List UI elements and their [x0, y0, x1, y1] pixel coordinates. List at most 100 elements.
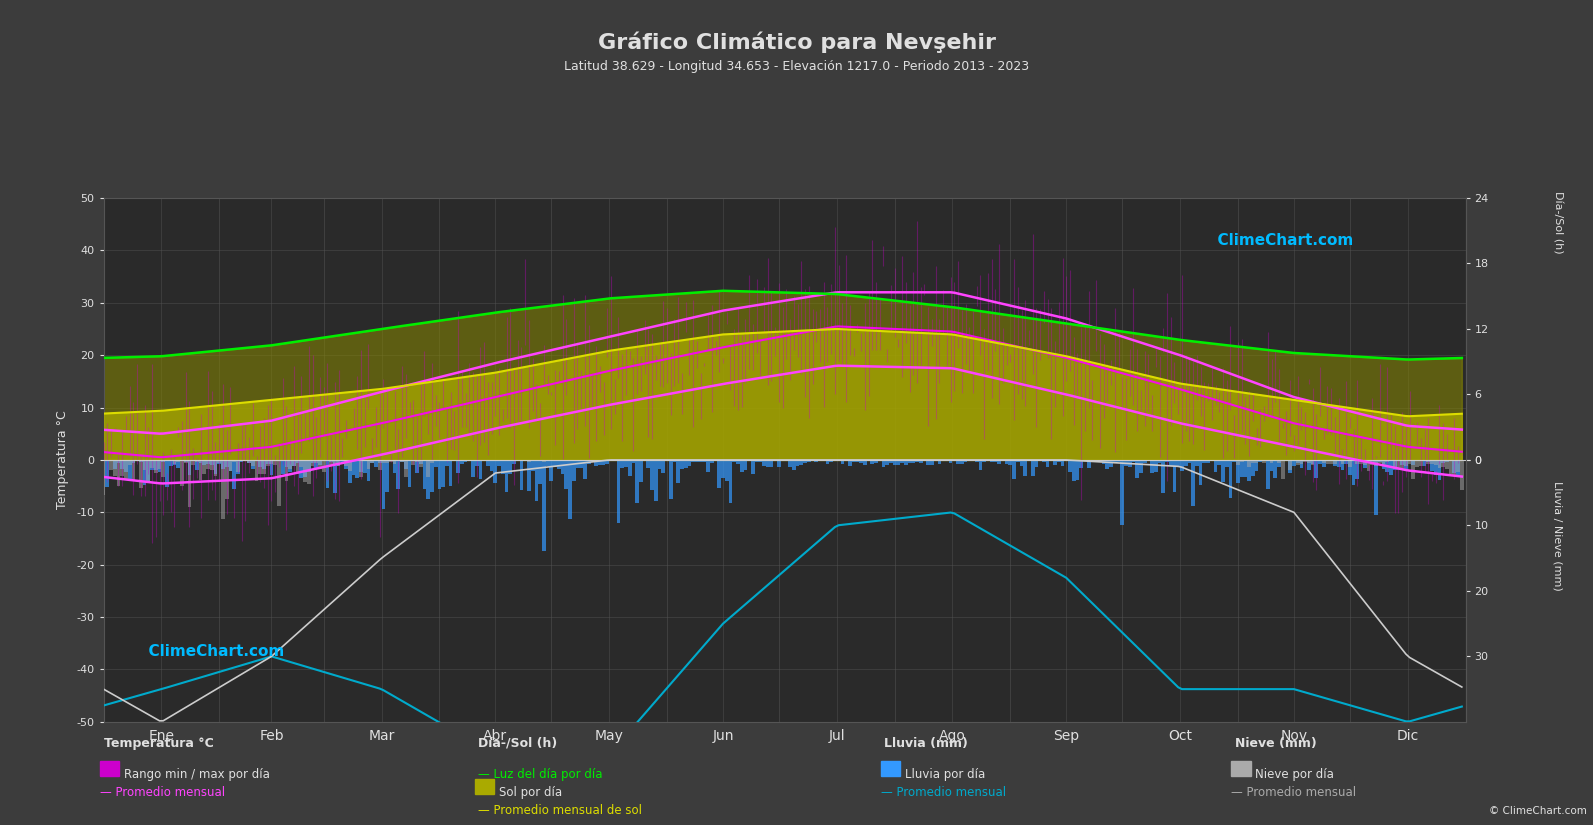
Bar	[699, 460, 703, 462]
Bar	[155, 460, 158, 473]
Bar	[1445, 460, 1448, 462]
Bar	[205, 460, 210, 464]
Bar	[1072, 460, 1075, 481]
Bar	[1239, 460, 1244, 462]
Bar	[620, 460, 624, 468]
Bar	[1341, 460, 1344, 464]
Bar	[236, 460, 239, 474]
Bar	[266, 460, 269, 464]
Bar	[121, 460, 124, 469]
Bar	[972, 460, 975, 461]
Bar	[1306, 460, 1311, 470]
Bar	[1150, 460, 1153, 473]
Bar	[1225, 460, 1228, 467]
Bar	[819, 460, 822, 461]
Bar	[150, 460, 155, 470]
Bar	[553, 460, 558, 467]
Bar	[602, 460, 605, 465]
Bar	[636, 460, 639, 502]
Bar	[997, 460, 1000, 464]
Bar	[225, 460, 228, 467]
Bar	[792, 460, 796, 469]
Bar	[1386, 460, 1389, 462]
Bar	[875, 460, 878, 463]
Bar	[1408, 460, 1411, 461]
Bar	[1456, 460, 1459, 472]
Bar	[228, 460, 233, 471]
Bar	[1411, 460, 1415, 465]
Bar	[1437, 460, 1442, 480]
Bar	[213, 460, 217, 474]
Bar	[642, 460, 647, 461]
Bar	[1192, 460, 1195, 506]
Bar	[405, 460, 408, 477]
Bar	[781, 460, 785, 461]
Bar	[841, 460, 844, 464]
Bar	[416, 460, 419, 474]
Bar	[288, 460, 292, 469]
Bar	[575, 460, 580, 468]
Bar	[247, 460, 252, 463]
Bar	[1023, 460, 1027, 476]
Bar	[258, 460, 263, 474]
Bar	[1180, 460, 1184, 471]
Bar	[677, 460, 680, 483]
Bar	[1300, 460, 1303, 464]
Bar	[855, 460, 859, 462]
Bar	[314, 460, 319, 469]
Bar	[116, 460, 121, 486]
Bar	[285, 460, 288, 467]
Bar	[739, 460, 744, 472]
Bar	[269, 460, 274, 475]
Bar	[1289, 460, 1292, 474]
Bar	[405, 460, 408, 469]
Bar	[1114, 460, 1117, 464]
Bar	[370, 460, 374, 463]
Bar	[628, 460, 631, 476]
Bar	[639, 460, 642, 482]
Bar	[347, 460, 352, 471]
Bar	[430, 460, 433, 463]
Bar	[1442, 460, 1445, 463]
Bar	[370, 460, 374, 463]
Bar	[217, 460, 221, 464]
Bar	[1142, 460, 1147, 461]
Bar	[1295, 460, 1300, 463]
Bar	[1251, 460, 1255, 476]
Bar	[930, 460, 933, 465]
Bar	[1139, 460, 1142, 473]
Bar	[1217, 460, 1222, 465]
Bar	[1359, 460, 1364, 464]
Bar	[703, 460, 706, 462]
Bar	[889, 460, 892, 464]
Bar	[1228, 460, 1233, 498]
Bar	[655, 460, 658, 502]
Bar	[1270, 460, 1273, 463]
Bar	[914, 460, 919, 462]
Bar	[892, 460, 897, 464]
Text: — Promedio mensual: — Promedio mensual	[1231, 786, 1357, 799]
Bar	[908, 460, 911, 463]
Bar	[386, 460, 389, 492]
Bar	[761, 460, 766, 466]
Bar	[672, 460, 677, 462]
Bar	[1255, 460, 1258, 463]
Bar	[1431, 460, 1434, 470]
Bar	[1448, 460, 1453, 461]
Bar	[1426, 460, 1431, 462]
Bar	[1375, 460, 1378, 515]
Bar	[938, 460, 941, 464]
Bar	[513, 460, 516, 464]
Bar	[847, 460, 852, 466]
Bar	[1172, 460, 1176, 492]
Bar	[299, 460, 303, 467]
Bar	[217, 460, 221, 463]
Bar	[911, 460, 914, 463]
Bar	[210, 460, 213, 470]
Bar	[1125, 460, 1128, 466]
Bar	[1453, 460, 1456, 473]
Bar	[169, 460, 172, 466]
Bar	[166, 460, 169, 461]
Bar	[116, 460, 121, 464]
Bar	[110, 460, 113, 469]
